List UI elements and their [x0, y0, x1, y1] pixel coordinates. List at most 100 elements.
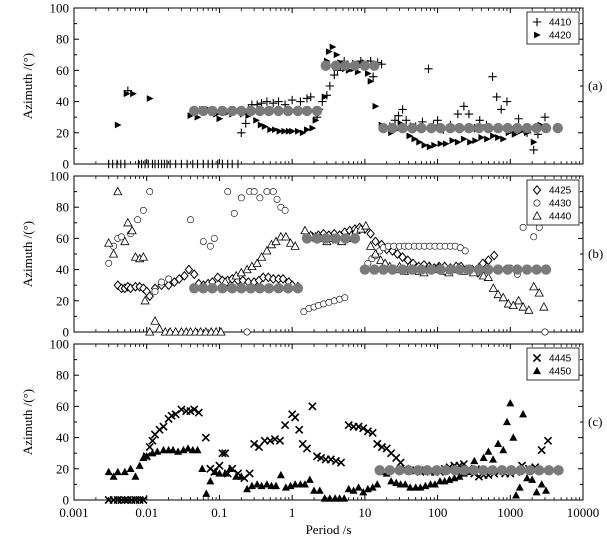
data-point — [426, 143, 434, 151]
data-point — [473, 264, 485, 275]
legend-label: 4450 — [549, 367, 572, 378]
legend-marker — [534, 31, 541, 39]
data-point — [302, 444, 312, 453]
data-point — [302, 94, 312, 103]
data-point — [272, 126, 279, 134]
legend-marker — [532, 353, 542, 363]
legend: 4410 4420 — [526, 11, 580, 45]
data-point — [378, 122, 389, 134]
data-point — [369, 60, 380, 71]
panel-3: 0 20 40 60 80 100 Azimuth /(°) (c) 4445 4450 — [20, 337, 602, 508]
data-point — [349, 60, 361, 71]
data-point — [487, 465, 498, 476]
data-point — [169, 445, 178, 454]
data-point — [407, 264, 418, 275]
data-point — [190, 405, 199, 414]
data-point — [521, 122, 533, 134]
legend-marker — [532, 185, 542, 195]
data-point — [199, 238, 207, 245]
data-point — [184, 444, 193, 452]
data-point — [403, 465, 414, 476]
data-point — [306, 92, 315, 102]
data-point — [437, 140, 445, 148]
data-point — [304, 126, 311, 134]
data-point — [331, 456, 341, 466]
data-point — [215, 461, 224, 470]
data-point — [189, 269, 199, 280]
data-point — [230, 209, 238, 217]
data-point — [523, 473, 532, 482]
data-point — [252, 258, 262, 267]
data-point — [499, 445, 508, 454]
data-point — [140, 295, 150, 305]
data-point — [215, 469, 224, 477]
data-point — [489, 250, 499, 261]
data-point — [301, 233, 313, 244]
data-point — [372, 102, 380, 110]
data-point — [159, 422, 168, 431]
data-point — [266, 436, 275, 445]
data-point — [394, 111, 403, 120]
data-point — [308, 402, 317, 411]
data-point — [468, 465, 480, 476]
data-point — [539, 302, 549, 311]
data-point — [320, 233, 331, 244]
data-point — [502, 264, 513, 275]
data-point — [412, 465, 424, 476]
y-tick-label: 60 — [56, 63, 69, 78]
data-point — [397, 122, 408, 134]
data-point — [532, 488, 541, 496]
legend-label: 4445 — [549, 354, 572, 365]
y-tick-label: 0 — [63, 493, 70, 508]
x-tick-label: 0.01 — [135, 505, 158, 520]
data-point — [530, 233, 538, 241]
data-point — [344, 484, 353, 493]
data-point — [292, 283, 304, 294]
data-point — [275, 436, 285, 445]
data-point — [250, 188, 258, 196]
data-point — [218, 449, 227, 458]
data-point — [325, 48, 333, 56]
data-point — [445, 264, 456, 275]
data-point — [187, 112, 195, 119]
data-point — [315, 486, 324, 494]
data-point — [490, 132, 497, 140]
data-point — [282, 283, 294, 294]
data-point — [467, 138, 474, 146]
data-point — [257, 98, 266, 108]
data-point — [459, 102, 469, 111]
data-point — [450, 465, 461, 476]
data-point — [493, 289, 503, 299]
legend-label: 4430 — [549, 199, 572, 210]
data-point — [519, 410, 528, 418]
data-point — [210, 234, 218, 242]
data-point — [373, 439, 382, 448]
data-point — [232, 472, 241, 480]
data-point — [512, 122, 523, 134]
data-point — [127, 225, 137, 235]
data-point — [289, 127, 296, 135]
data-point — [492, 122, 504, 134]
data-point — [273, 195, 281, 203]
data-point — [263, 283, 275, 294]
data-point — [276, 127, 284, 135]
data-point — [426, 122, 437, 134]
data-point — [500, 135, 508, 143]
data-point — [311, 233, 323, 244]
data-point — [454, 122, 465, 134]
data-point — [325, 81, 335, 91]
data-point — [221, 449, 230, 458]
data-point — [310, 486, 319, 494]
data-point — [194, 408, 203, 417]
data-point — [515, 465, 526, 476]
data-point — [316, 453, 326, 463]
data-point — [253, 480, 262, 488]
data-point — [117, 495, 126, 505]
data-point — [270, 435, 280, 444]
data-point — [397, 264, 408, 275]
data-point — [496, 465, 508, 476]
data-point — [367, 77, 375, 85]
panel-tag: (a) — [588, 78, 602, 93]
data-point — [262, 97, 272, 106]
data-point — [263, 188, 271, 196]
